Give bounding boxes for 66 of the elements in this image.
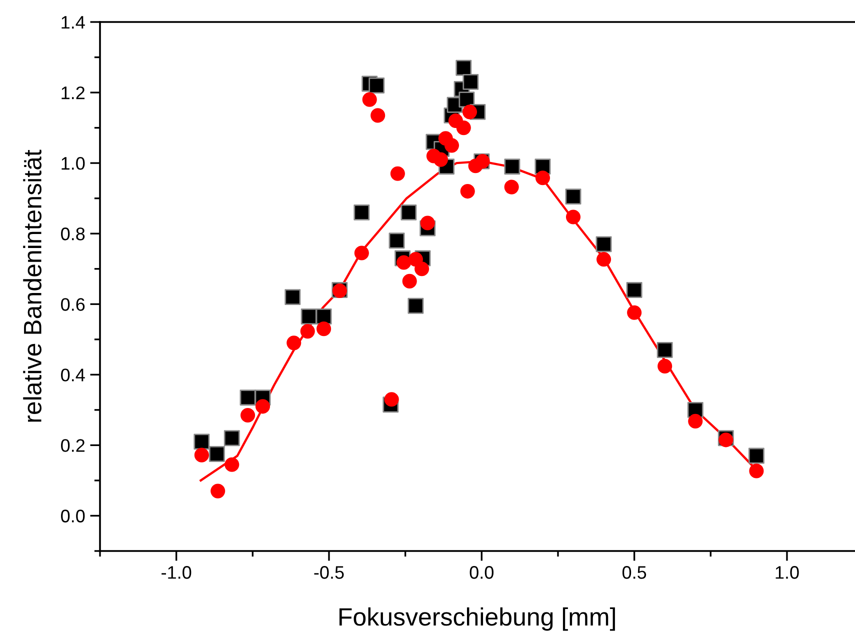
point <box>396 255 412 270</box>
point <box>596 236 612 252</box>
point <box>656 342 673 358</box>
point <box>458 92 475 108</box>
point <box>194 448 209 462</box>
x-tick-label: 1.0 <box>776 566 799 579</box>
x-tick-label: 0.0 <box>470 566 494 579</box>
point <box>433 152 448 167</box>
point <box>688 414 703 428</box>
y-tick-label: 0.4 <box>61 368 85 382</box>
point <box>354 246 369 260</box>
y-tick-label: 1.2 <box>62 86 85 100</box>
point <box>462 104 478 120</box>
point <box>565 188 582 205</box>
y-tick-label: 0.0 <box>61 510 85 522</box>
point <box>504 158 520 175</box>
x-tick-label: -0.5 <box>314 566 344 579</box>
point <box>300 308 317 324</box>
x-tick-label: 0.5 <box>622 566 646 579</box>
point <box>626 282 642 298</box>
point <box>504 180 519 194</box>
point <box>748 448 764 464</box>
point <box>210 484 226 498</box>
point <box>255 399 270 414</box>
y-tick-label: 1.4 <box>62 16 85 29</box>
point <box>316 322 332 336</box>
point <box>456 60 472 76</box>
point <box>370 108 386 123</box>
point <box>400 204 417 220</box>
y-tick-label: 0.2 <box>61 439 85 452</box>
point <box>462 74 479 90</box>
point <box>300 324 315 339</box>
point <box>749 464 764 478</box>
point <box>284 289 301 306</box>
point <box>384 392 399 407</box>
point <box>627 305 642 320</box>
point <box>240 408 256 423</box>
point <box>224 430 240 446</box>
point <box>596 252 612 267</box>
point <box>224 457 240 472</box>
point <box>444 138 460 153</box>
y-axis-title: relative Bandenintensität <box>23 150 42 422</box>
point <box>420 216 435 230</box>
point <box>368 78 385 94</box>
point <box>456 120 471 136</box>
point <box>408 298 424 314</box>
point <box>535 170 550 186</box>
point <box>402 274 417 288</box>
x-tick-label: -1.0 <box>162 566 192 579</box>
y-tick-label: 1.0 <box>62 157 85 170</box>
point <box>460 184 475 199</box>
point <box>414 262 430 276</box>
point <box>240 390 256 406</box>
x-axis-title: Fokusverschiebung [mm] <box>339 607 615 631</box>
point <box>658 358 672 374</box>
point <box>286 336 302 350</box>
point <box>208 446 225 462</box>
point <box>194 434 210 450</box>
point <box>390 166 405 181</box>
point <box>362 92 377 107</box>
point <box>566 210 581 224</box>
point <box>354 204 370 220</box>
y-tick-label: 0.8 <box>61 228 85 240</box>
y-tick-label: 0.6 <box>61 298 85 311</box>
point <box>316 308 332 324</box>
point <box>388 232 405 249</box>
